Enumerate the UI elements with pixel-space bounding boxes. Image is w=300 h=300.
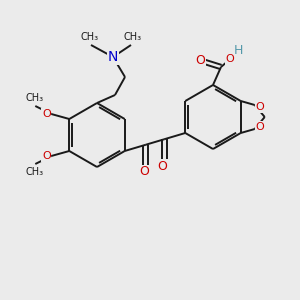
Text: O: O [195,53,205,67]
Text: CH₃: CH₃ [25,93,43,103]
Text: O: O [42,109,51,119]
Text: O: O [226,54,234,64]
Text: N: N [108,50,118,64]
Text: O: O [139,165,149,178]
Text: O: O [42,151,51,161]
Text: CH₃: CH₃ [25,167,43,177]
Text: O: O [157,160,167,173]
Text: O: O [255,122,264,132]
Text: CH₃: CH₃ [81,32,99,42]
Text: CH₃: CH₃ [124,32,142,42]
Text: O: O [255,102,264,112]
Text: H: H [233,44,243,58]
